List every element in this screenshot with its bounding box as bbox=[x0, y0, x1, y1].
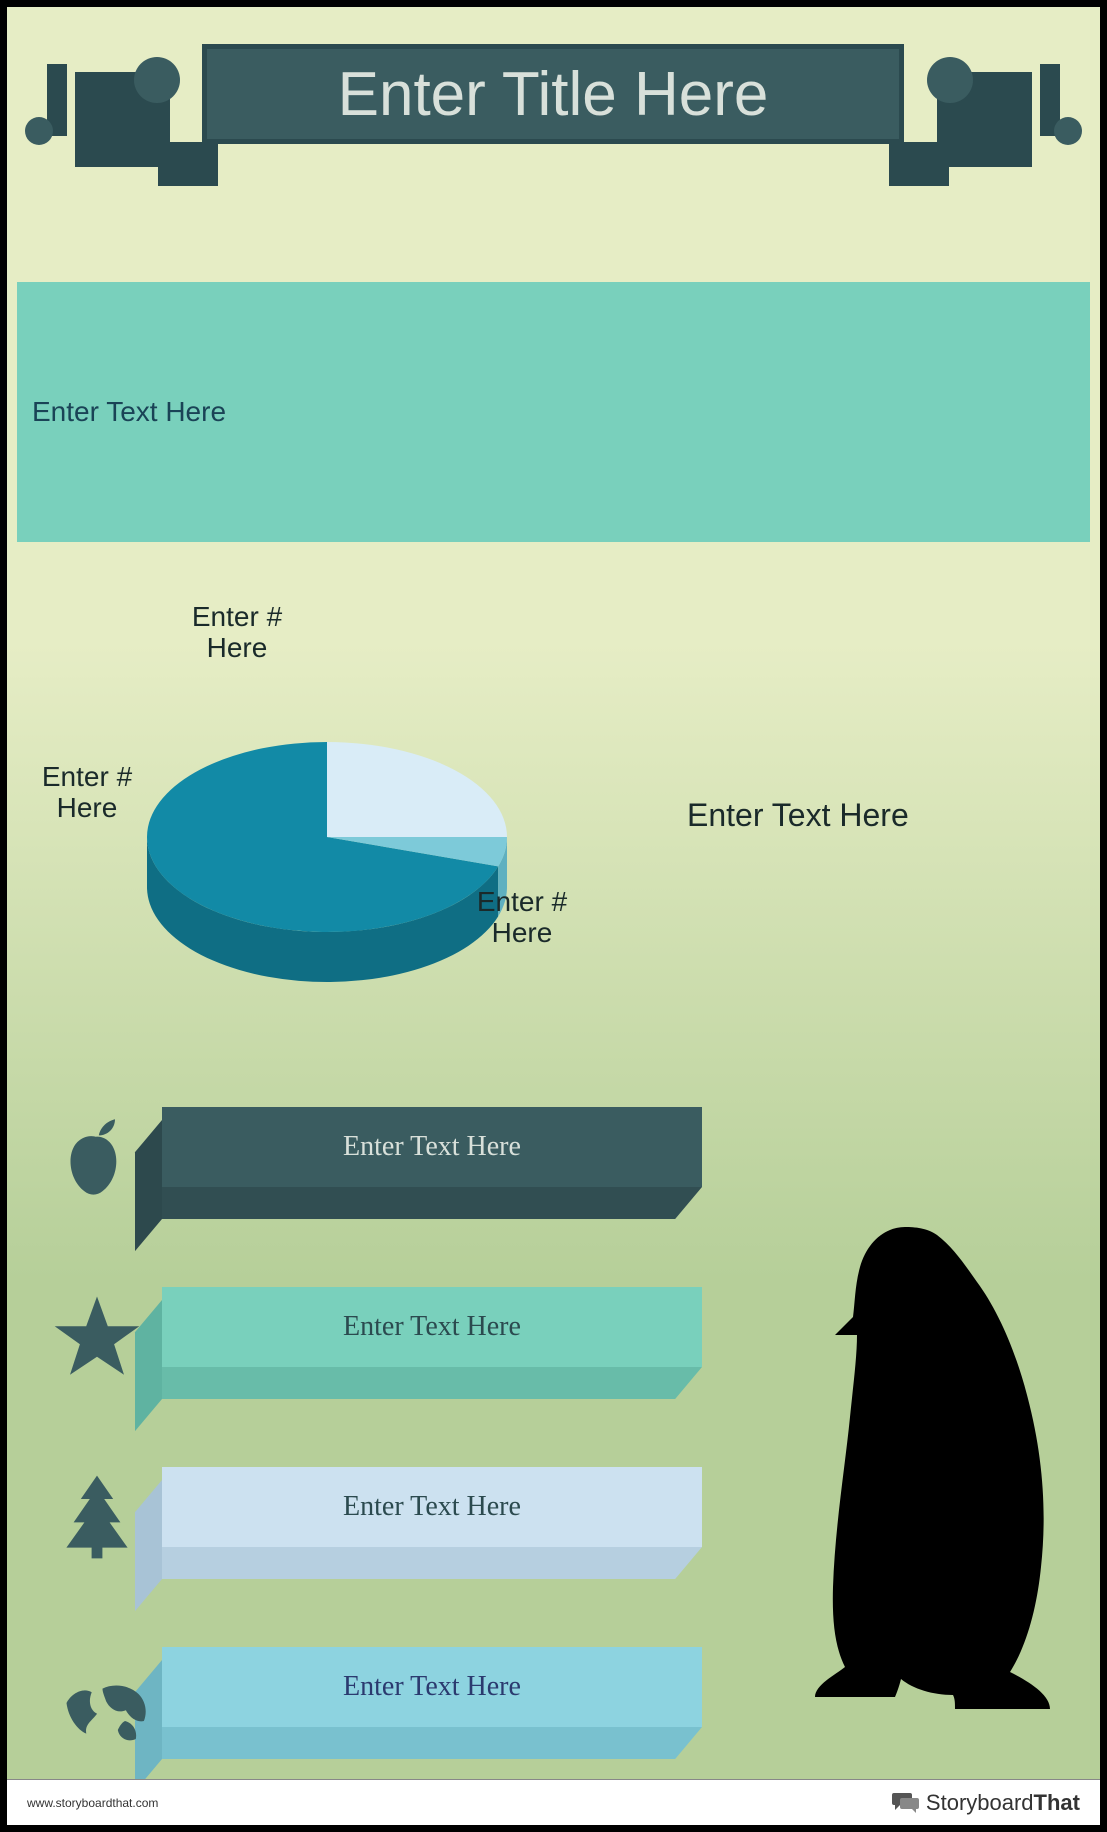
page: Enter Title Here Enter Text Here Enter #… bbox=[7, 7, 1100, 1825]
banner-decoration bbox=[25, 117, 53, 145]
tree-icon: < bbox=[52, 1472, 152, 1572]
banner-main: Enter Title Here bbox=[202, 44, 904, 144]
text-box-text: Enter Text Here bbox=[32, 396, 226, 428]
banner-fold bbox=[889, 142, 949, 186]
info-bar: Enter Text Here bbox=[162, 1107, 742, 1239]
info-bar-bottom bbox=[135, 1727, 702, 1759]
pie-label-bottom: Enter #Here bbox=[462, 887, 582, 949]
star-icon: < bbox=[52, 1292, 152, 1392]
info-bar-bottom bbox=[135, 1547, 702, 1579]
title-banner: Enter Title Here bbox=[7, 32, 1100, 182]
pie-label-left: Enter #Here bbox=[27, 762, 147, 824]
page-title: Enter Title Here bbox=[338, 59, 769, 130]
info-bar-face: Enter Text Here bbox=[162, 1467, 702, 1547]
footer-brand-bold: That bbox=[1034, 1790, 1080, 1815]
side-text: Enter Text Here bbox=[687, 797, 909, 834]
banner-decoration bbox=[1054, 117, 1082, 145]
banner-decoration bbox=[134, 57, 180, 103]
info-bar-face: Enter Text Here bbox=[162, 1287, 702, 1367]
footer-brand-light: Storyboard bbox=[926, 1790, 1034, 1815]
penguin-icon bbox=[805, 1217, 1065, 1717]
info-bar: Enter Text Here bbox=[162, 1287, 742, 1419]
footer: www.storyboardthat.com StoryboardThat bbox=[7, 1779, 1100, 1825]
info-bar: Enter Text Here bbox=[162, 1467, 742, 1599]
footer-url: www.storyboardthat.com bbox=[27, 1796, 158, 1810]
pie-label-top: Enter #Here bbox=[177, 602, 297, 664]
info-bar-face: Enter Text Here bbox=[162, 1107, 702, 1187]
text-box: Enter Text Here bbox=[17, 282, 1090, 542]
info-bar-bottom bbox=[135, 1187, 702, 1219]
banner-decoration bbox=[927, 57, 973, 103]
info-bar-face: Enter Text Here bbox=[162, 1647, 702, 1727]
worldmap-icon: < bbox=[52, 1667, 152, 1767]
chat-icon bbox=[892, 1791, 920, 1815]
footer-brand: StoryboardThat bbox=[892, 1790, 1080, 1816]
apple-icon: < bbox=[52, 1112, 152, 1212]
info-bar-bottom bbox=[135, 1367, 702, 1399]
info-bar: Enter Text Here bbox=[162, 1647, 742, 1779]
banner-fold bbox=[158, 142, 218, 186]
